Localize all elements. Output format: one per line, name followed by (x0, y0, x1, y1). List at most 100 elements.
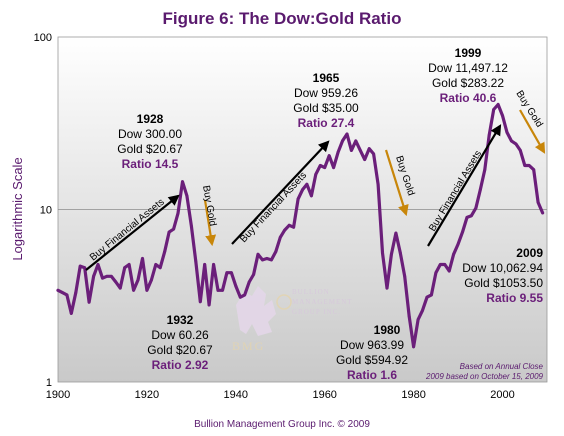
data-point-1965 (345, 132, 349, 136)
data-point-1909 (96, 263, 100, 266)
data-point-1961 (327, 154, 331, 158)
note-2009-basis: 2009 based on October 15, 2009 (425, 372, 544, 381)
footer-credit: Bullion Management Group Inc. © 2009 (194, 419, 370, 430)
series-points (56, 103, 544, 349)
data-point-1908 (92, 274, 95, 278)
data-point-1929 (185, 194, 189, 198)
annotation-1965: 1965 Dow 959.26 Gold $35.00 Ratio 27.4 (293, 71, 359, 130)
annotation-1980-year: 1980 (374, 323, 401, 337)
data-point-1983 (425, 295, 429, 299)
data-point-1991 (461, 230, 464, 234)
data-point-1904 (74, 291, 78, 294)
data-point-1906 (83, 266, 87, 270)
data-point-1963 (336, 150, 340, 154)
data-point-1946 (261, 258, 264, 262)
annotation-2009-ratio: Ratio 9.55 (486, 291, 543, 305)
data-point-1975 (390, 252, 393, 256)
annotation-1980: 1980 Dow 963.99 Gold $594.92 Ratio 1.6 (336, 323, 408, 382)
data-point-1940 (234, 284, 238, 288)
data-point-1982 (421, 309, 424, 312)
data-point-1903 (69, 312, 73, 315)
annotation-1999-gold: Gold $283.22 (432, 76, 504, 90)
data-point-1910 (101, 276, 104, 280)
annotation-1932-year: 1932 (167, 313, 194, 327)
griffin-icon (236, 286, 276, 336)
data-point-1993 (470, 214, 473, 218)
data-point-2003 (514, 142, 518, 146)
data-point-1914 (118, 286, 122, 290)
data-point-1978 (403, 274, 407, 278)
data-point-1954 (296, 197, 300, 201)
data-point-1921 (150, 278, 153, 282)
annotation-2009-year: 2009 (516, 246, 543, 260)
data-point-1948 (270, 258, 273, 262)
data-point-1932 (198, 300, 202, 304)
annotation-1999-dow: Dow 11,497.12 (428, 61, 508, 75)
x-tick-1980: 1980 (401, 389, 425, 401)
annotation-1999-year: 1999 (455, 46, 482, 60)
data-point-1986 (438, 263, 442, 266)
annotation-1928-gold: Gold $20.67 (117, 142, 183, 156)
data-point-1974 (385, 286, 389, 290)
data-point-1934 (207, 303, 211, 307)
annotation-1980-ratio: Ratio 1.6 (347, 368, 397, 382)
data-point-1979 (407, 315, 411, 318)
data-point-1970 (367, 147, 371, 151)
y-tick-10: 10 (40, 205, 52, 217)
data-point-1960 (323, 166, 327, 170)
data-point-1987 (443, 263, 447, 266)
annotation-1928-year: 1928 (137, 112, 164, 126)
buy-gold-arrow-3 (519, 109, 546, 154)
data-point-2008 (536, 201, 540, 204)
buy-financial-arrow-1 (85, 194, 180, 271)
logo-circle (276, 294, 292, 310)
annotation-1928-ratio: Ratio 14.5 (122, 157, 179, 171)
data-point-1936 (216, 288, 220, 292)
data-point-1920 (145, 288, 149, 292)
data-point-1947 (265, 257, 269, 260)
data-point-1972 (376, 182, 380, 186)
annotation-1965-year: 1965 (313, 71, 340, 85)
data-point-2002 (510, 139, 513, 143)
y-tick-100: 100 (34, 32, 52, 44)
annotation-1999: 1999 Dow 11,497.12 Gold $283.22 Ratio 40… (428, 46, 508, 105)
y-axis-label: Logarithmic Scale (10, 157, 25, 260)
data-point-2001 (505, 131, 509, 134)
chart-title: Figure 6: The Dow:Gold Ratio (163, 9, 402, 28)
data-point-1938 (225, 271, 229, 275)
data-point-1951 (283, 228, 287, 232)
buy-gold-arrow-1 (203, 199, 217, 247)
data-point-1926 (172, 227, 176, 231)
data-point-1990 (456, 242, 460, 246)
data-point-1967 (354, 139, 358, 143)
data-point-1953 (292, 225, 295, 229)
data-point-1959 (318, 164, 322, 167)
data-point-1981 (416, 318, 420, 321)
data-point-1956 (305, 182, 309, 186)
data-point-2006 (527, 164, 531, 167)
annotation-1932-ratio: Ratio 2.92 (152, 358, 209, 372)
data-point-2005 (523, 164, 527, 167)
data-point-1918 (136, 278, 140, 282)
data-point-1994 (474, 206, 478, 210)
buy-financial-arrow-2 (231, 140, 330, 245)
data-point-1995 (478, 188, 482, 192)
data-point-1997 (487, 133, 491, 137)
annotation-1932-gold: Gold $20.67 (147, 343, 213, 357)
x-tick-labels: 1900 1920 1940 1960 1980 2000 (46, 389, 515, 401)
x-tick-1920: 1920 (135, 389, 159, 401)
logo-line-1: BULLION (292, 288, 330, 296)
data-point-1969 (363, 158, 367, 161)
x-tick-2000: 2000 (490, 389, 514, 401)
data-point-1952 (287, 223, 291, 227)
x-tick-1900: 1900 (46, 389, 70, 401)
data-point-1917 (132, 288, 136, 292)
data-point-1911 (105, 274, 109, 278)
data-point-1927 (176, 211, 180, 215)
data-point-1916 (127, 263, 131, 266)
data-point-1998 (492, 108, 496, 111)
data-point-1996 (483, 168, 487, 172)
data-point-1928 (181, 180, 184, 184)
y-tick-1: 1 (46, 377, 52, 389)
